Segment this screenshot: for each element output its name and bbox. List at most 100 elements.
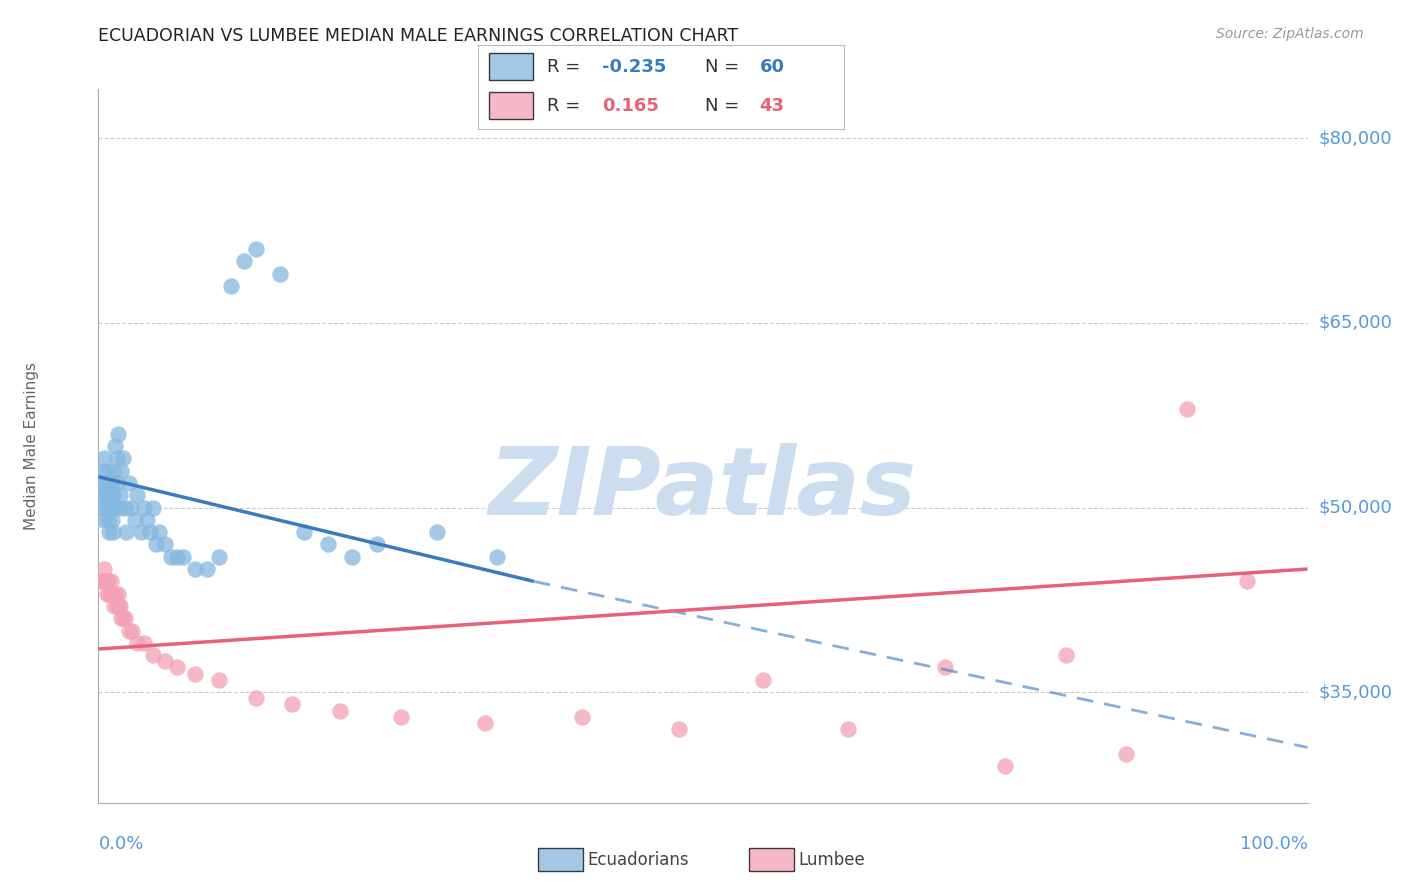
Point — [105, 475, 128, 490]
Point — [474, 715, 496, 730]
Point — [93, 513, 115, 527]
Point — [118, 624, 141, 638]
Point — [160, 549, 183, 564]
Point — [103, 500, 125, 515]
Point — [105, 599, 128, 613]
Point — [134, 636, 156, 650]
Point — [571, 709, 593, 723]
Point — [111, 451, 134, 466]
Point — [426, 525, 449, 540]
Text: Median Male Earnings: Median Male Earnings — [24, 362, 39, 530]
Point — [142, 648, 165, 662]
Text: 60: 60 — [759, 58, 785, 76]
Point — [134, 500, 156, 515]
Point — [668, 722, 690, 736]
Point — [245, 691, 267, 706]
Point — [104, 587, 127, 601]
Point — [166, 660, 188, 674]
Point — [111, 611, 134, 625]
Text: ZIPatlas: ZIPatlas — [489, 442, 917, 535]
Point — [292, 525, 315, 540]
Point — [91, 464, 114, 478]
Point — [232, 254, 254, 268]
Point — [97, 488, 120, 502]
Point — [195, 562, 218, 576]
Point — [281, 698, 304, 712]
Point — [93, 451, 115, 466]
Point — [101, 525, 124, 540]
Point — [91, 500, 114, 515]
Point — [97, 574, 120, 589]
Point — [105, 451, 128, 466]
Point — [100, 574, 122, 589]
Point — [100, 475, 122, 490]
Point — [145, 537, 167, 551]
FancyBboxPatch shape — [489, 54, 533, 80]
Point — [100, 513, 122, 527]
Point — [98, 587, 121, 601]
Point — [124, 513, 146, 527]
Text: $50,000: $50,000 — [1319, 499, 1392, 516]
Point — [100, 488, 122, 502]
Text: N =: N = — [704, 96, 745, 114]
Text: -0.235: -0.235 — [602, 58, 666, 76]
Point — [96, 587, 118, 601]
Point — [245, 242, 267, 256]
Point — [221, 279, 243, 293]
Point — [121, 624, 143, 638]
Point — [184, 562, 207, 576]
Point — [184, 666, 207, 681]
Point — [98, 475, 121, 490]
Point — [107, 426, 129, 441]
Point — [96, 464, 118, 478]
Point — [127, 488, 149, 502]
Point — [110, 611, 132, 625]
Text: 43: 43 — [759, 96, 785, 114]
Text: $80,000: $80,000 — [1319, 129, 1392, 147]
Text: Ecuadorians: Ecuadorians — [588, 851, 689, 869]
Point — [94, 574, 117, 589]
Point — [101, 488, 124, 502]
Point — [139, 525, 162, 540]
Point — [752, 673, 775, 687]
Point — [108, 500, 131, 515]
Point — [90, 475, 112, 490]
Point — [108, 488, 131, 502]
Point — [98, 525, 121, 540]
Point — [153, 537, 176, 551]
Point — [93, 562, 115, 576]
Point — [329, 704, 352, 718]
Point — [101, 587, 124, 601]
Point — [91, 488, 114, 502]
Point — [389, 709, 412, 723]
Point — [118, 475, 141, 490]
Point — [100, 587, 122, 601]
Point — [837, 722, 859, 736]
Point — [115, 525, 138, 540]
Point — [94, 475, 117, 490]
Text: $35,000: $35,000 — [1319, 683, 1393, 701]
Point — [96, 500, 118, 515]
Point — [1115, 747, 1137, 761]
Point — [104, 439, 127, 453]
Text: Source: ZipAtlas.com: Source: ZipAtlas.com — [1216, 27, 1364, 41]
Point — [934, 660, 956, 674]
Point — [108, 599, 131, 613]
Point — [166, 549, 188, 564]
Point — [1236, 574, 1258, 589]
Point — [142, 500, 165, 515]
Point — [129, 525, 152, 540]
Point — [114, 611, 136, 625]
Point — [91, 574, 114, 589]
Point — [269, 267, 291, 281]
Point — [135, 513, 157, 527]
Point — [1175, 402, 1198, 417]
Point — [127, 636, 149, 650]
Point — [103, 464, 125, 478]
FancyBboxPatch shape — [489, 92, 533, 120]
Text: R =: R = — [547, 58, 586, 76]
Point — [114, 500, 136, 515]
Point — [1054, 648, 1077, 662]
Point — [208, 549, 231, 564]
Text: 100.0%: 100.0% — [1240, 835, 1308, 853]
